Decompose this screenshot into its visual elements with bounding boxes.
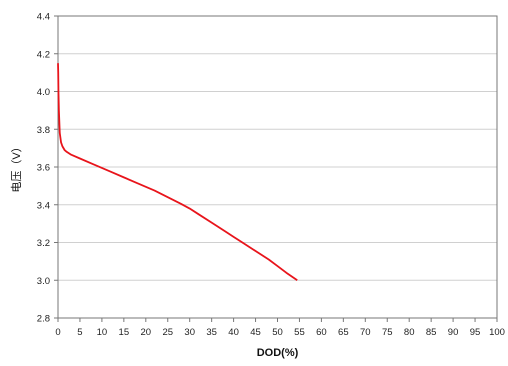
x-tick-label: 0 xyxy=(55,327,60,338)
x-tick-label: 90 xyxy=(448,327,459,338)
y-tick-label: 3.2 xyxy=(37,238,50,249)
x-tick-label: 35 xyxy=(206,327,217,338)
y-tick-label: 3.6 xyxy=(37,163,50,174)
x-tick-label: 5 xyxy=(77,327,82,338)
y-tick-label: 4.0 xyxy=(37,87,50,98)
x-tick-label: 65 xyxy=(338,327,349,338)
y-axis-label: 电压（V） xyxy=(10,141,23,192)
series-group xyxy=(57,63,298,281)
x-tick-label: 40 xyxy=(228,327,239,338)
x-tick-label: 80 xyxy=(404,327,415,338)
y-tick-label: 3.8 xyxy=(37,125,50,136)
x-tick-label: 100 xyxy=(489,327,505,338)
x-tick-label: 25 xyxy=(162,327,173,338)
y-tick-label: 2.8 xyxy=(37,314,50,325)
x-tick-label: 20 xyxy=(141,327,152,338)
y-tick-label: 3.4 xyxy=(37,200,50,211)
x-axis-ticks: 0 5 10 15 20 25 30 35 40 45 50 55 60 65 70 75 80 85 90 95 10… xyxy=(55,318,505,338)
x-tick-label: 75 xyxy=(382,327,393,338)
x-tick-label: 60 xyxy=(316,327,327,338)
x-tick-label: 70 xyxy=(360,327,371,338)
grid-lines xyxy=(58,15,497,319)
x-axis-label: DOD(%) xyxy=(257,347,299,359)
x-tick-label: 45 xyxy=(250,327,261,338)
y-tick-label: 4.4 xyxy=(37,12,50,23)
x-tick-label: 85 xyxy=(426,327,437,338)
y-tick-label: 3.0 xyxy=(37,276,50,287)
y-axis-ticks: 2.8 3.0 3.2 3.4 3.6 3.8 4.0 4.2 4.4 xyxy=(37,12,58,325)
x-tick-label: 50 xyxy=(272,327,283,338)
x-tick-label: 10 xyxy=(97,327,108,338)
x-tick-label: 55 xyxy=(294,327,305,338)
x-tick-label: 95 xyxy=(470,327,481,338)
x-tick-label: 30 xyxy=(184,327,195,338)
y-tick-label: 4.2 xyxy=(37,49,50,60)
series-line-0 xyxy=(57,63,298,281)
x-tick-label: 15 xyxy=(119,327,130,338)
